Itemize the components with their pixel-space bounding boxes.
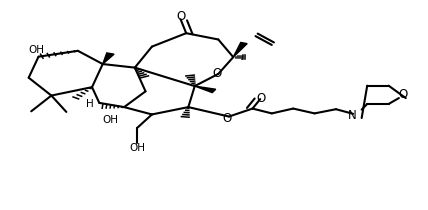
Text: OH: OH bbox=[28, 45, 45, 55]
Text: OH: OH bbox=[102, 115, 119, 125]
Text: OH: OH bbox=[129, 143, 145, 153]
Text: N: N bbox=[348, 109, 356, 122]
Text: O: O bbox=[256, 92, 266, 105]
Polygon shape bbox=[103, 53, 114, 64]
Text: H: H bbox=[86, 99, 94, 109]
Text: O: O bbox=[176, 10, 185, 23]
Text: O: O bbox=[212, 67, 222, 80]
Polygon shape bbox=[233, 42, 247, 57]
Text: O: O bbox=[398, 88, 408, 101]
Text: O: O bbox=[222, 112, 232, 125]
Polygon shape bbox=[195, 86, 216, 93]
